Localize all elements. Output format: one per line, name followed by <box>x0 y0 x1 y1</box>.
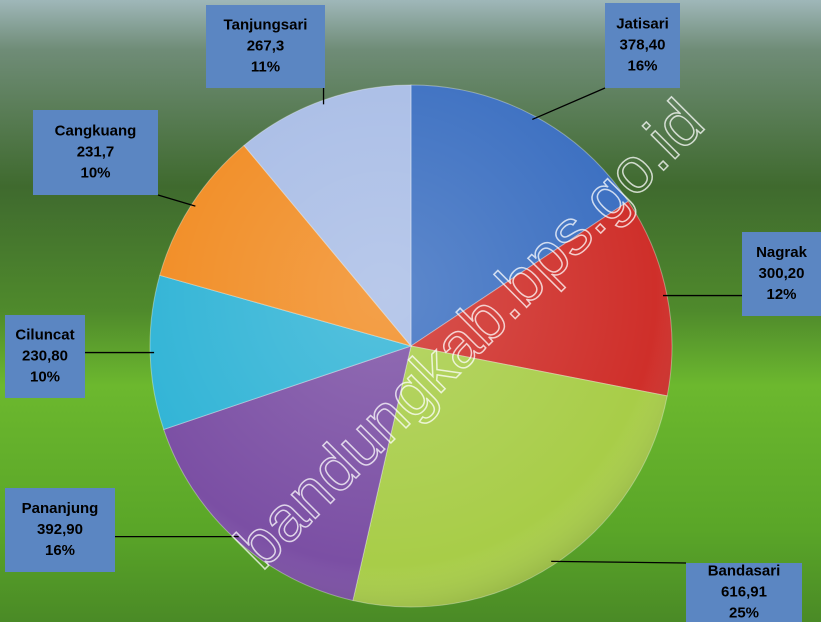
category-label: Nagrak <box>756 244 808 261</box>
percent-label: 12% <box>766 286 796 303</box>
label-box <box>605 3 680 88</box>
category-label: Bandasari <box>708 562 781 579</box>
leader-line <box>532 87 606 121</box>
label-box <box>206 5 325 88</box>
value-label: 392,90 <box>37 521 83 538</box>
category-label: Tanjungsari <box>224 16 308 33</box>
label-box <box>5 315 85 398</box>
percent-label: 10% <box>30 368 60 385</box>
value-label: 378,40 <box>620 36 666 53</box>
percent-label: 10% <box>80 164 110 181</box>
value-label: 230,80 <box>22 347 68 364</box>
category-label: Pananjung <box>22 500 99 517</box>
leader-line <box>157 194 196 207</box>
labels: Jatisari 378,40 16% Nagrak 300,20 12% Bandasar… <box>5 3 821 622</box>
label-box <box>5 488 115 572</box>
label-box <box>33 110 158 195</box>
value-label: 231,7 <box>77 143 115 160</box>
label-box <box>686 563 802 622</box>
percent-label: 16% <box>627 57 657 74</box>
label-box <box>742 232 821 316</box>
category-label: Ciluncat <box>15 326 74 343</box>
percent-label: 25% <box>729 604 759 621</box>
value-label: 616,91 <box>721 583 767 600</box>
value-label: 267,3 <box>247 37 285 54</box>
category-label: Cangkuang <box>55 122 137 139</box>
percent-label: 11% <box>251 58 280 75</box>
leader-line <box>551 560 687 564</box>
percent-label: 16% <box>45 542 75 559</box>
category-label: Jatisari <box>616 15 669 32</box>
value-label: 300,20 <box>759 265 805 282</box>
